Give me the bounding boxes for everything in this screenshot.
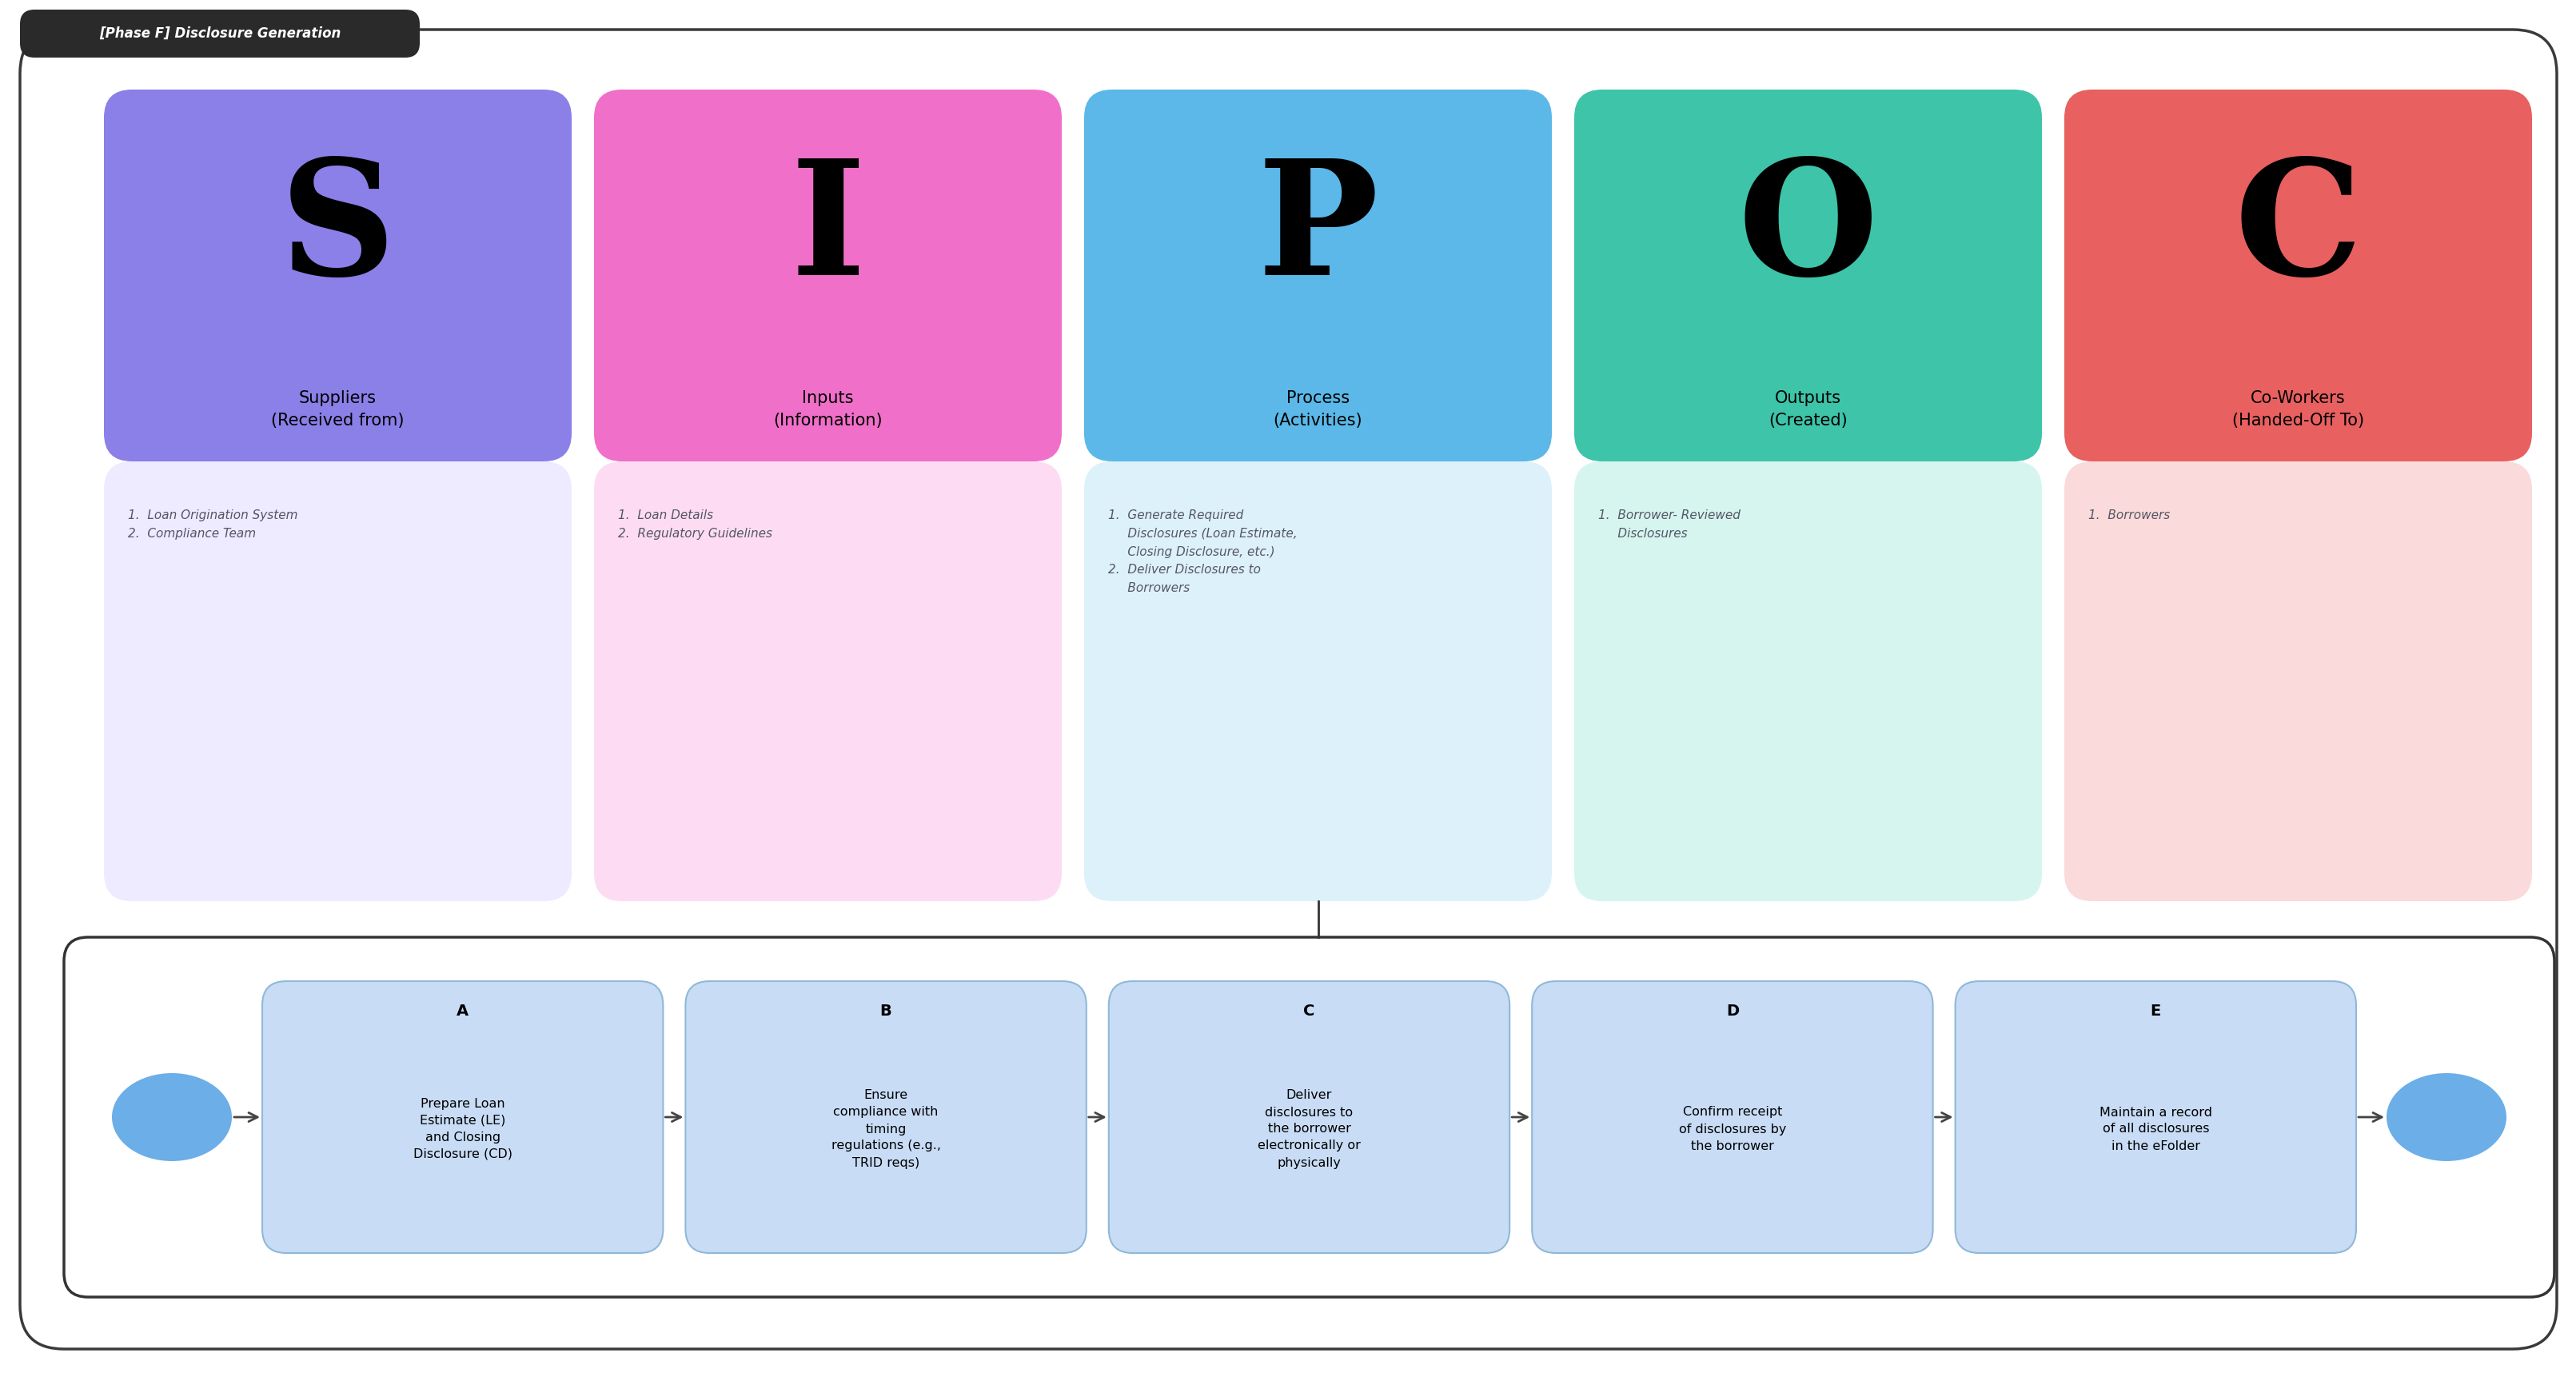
Text: Confirm receipt
of disclosures by
the borrower: Confirm receipt of disclosures by the bo…	[1677, 1106, 1785, 1152]
Text: Process
(Activities): Process (Activities)	[1273, 391, 1363, 428]
FancyBboxPatch shape	[103, 461, 572, 902]
Text: P: P	[1257, 153, 1378, 308]
FancyBboxPatch shape	[1955, 981, 2354, 1253]
FancyBboxPatch shape	[1574, 90, 2040, 461]
Text: S: S	[281, 153, 397, 308]
Text: Outputs
(Created): Outputs (Created)	[1767, 391, 1847, 428]
Text: [Phase F] Disclosure Generation: [Phase F] Disclosure Generation	[98, 26, 340, 40]
Text: Inputs
(Information): Inputs (Information)	[773, 391, 881, 428]
FancyBboxPatch shape	[21, 29, 2555, 1349]
FancyBboxPatch shape	[1108, 981, 1510, 1253]
Text: Prepare Loan
Estimate (LE)
and Closing
Disclosure (CD): Prepare Loan Estimate (LE) and Closing D…	[412, 1098, 513, 1160]
FancyBboxPatch shape	[1533, 981, 1932, 1253]
Text: O: O	[1736, 153, 1878, 308]
Text: B: B	[881, 1004, 891, 1019]
FancyBboxPatch shape	[685, 981, 1087, 1253]
FancyBboxPatch shape	[21, 10, 420, 58]
FancyBboxPatch shape	[64, 938, 2553, 1297]
Text: C: C	[1303, 1004, 1314, 1019]
Ellipse shape	[2385, 1073, 2506, 1161]
FancyBboxPatch shape	[1084, 90, 1551, 461]
Text: 1.  Borrower- Reviewed
     Disclosures: 1. Borrower- Reviewed Disclosures	[1597, 510, 1739, 540]
Text: Maintain a record
of all disclosures
in the eFolder: Maintain a record of all disclosures in …	[2099, 1106, 2210, 1152]
Text: 1.  Generate Required
     Disclosures (Loan Estimate,
     Closing Disclosure, : 1. Generate Required Disclosures (Loan E…	[1108, 510, 1296, 594]
FancyBboxPatch shape	[595, 90, 1061, 461]
Text: Ensure
compliance with
timing
regulations (e.g.,
TRID reqs): Ensure compliance with timing regulation…	[832, 1090, 940, 1168]
FancyBboxPatch shape	[103, 90, 572, 461]
Text: 1.  Loan Origination System
2.  Compliance Team: 1. Loan Origination System 2. Compliance…	[129, 510, 299, 540]
Text: 1.  Borrowers: 1. Borrowers	[2087, 510, 2169, 522]
Text: Suppliers
(Received from): Suppliers (Received from)	[270, 391, 404, 428]
Text: D: D	[1726, 1004, 1739, 1019]
Text: A: A	[456, 1004, 469, 1019]
Ellipse shape	[111, 1073, 232, 1161]
FancyBboxPatch shape	[1084, 461, 1551, 902]
FancyBboxPatch shape	[1574, 461, 2040, 902]
FancyBboxPatch shape	[2063, 90, 2532, 461]
Text: E: E	[2151, 1004, 2161, 1019]
Text: I: I	[791, 153, 866, 308]
FancyBboxPatch shape	[595, 461, 1061, 902]
Text: Deliver
disclosures to
the borrower
electronically or
physically: Deliver disclosures to the borrower elec…	[1257, 1090, 1360, 1168]
Text: Co-Workers
(Handed-Off To): Co-Workers (Handed-Off To)	[2231, 391, 2362, 428]
FancyBboxPatch shape	[2063, 461, 2532, 902]
Text: 1.  Loan Details
2.  Regulatory Guidelines: 1. Loan Details 2. Regulatory Guidelines	[618, 510, 773, 540]
Text: C: C	[2233, 153, 2362, 308]
FancyBboxPatch shape	[263, 981, 662, 1253]
